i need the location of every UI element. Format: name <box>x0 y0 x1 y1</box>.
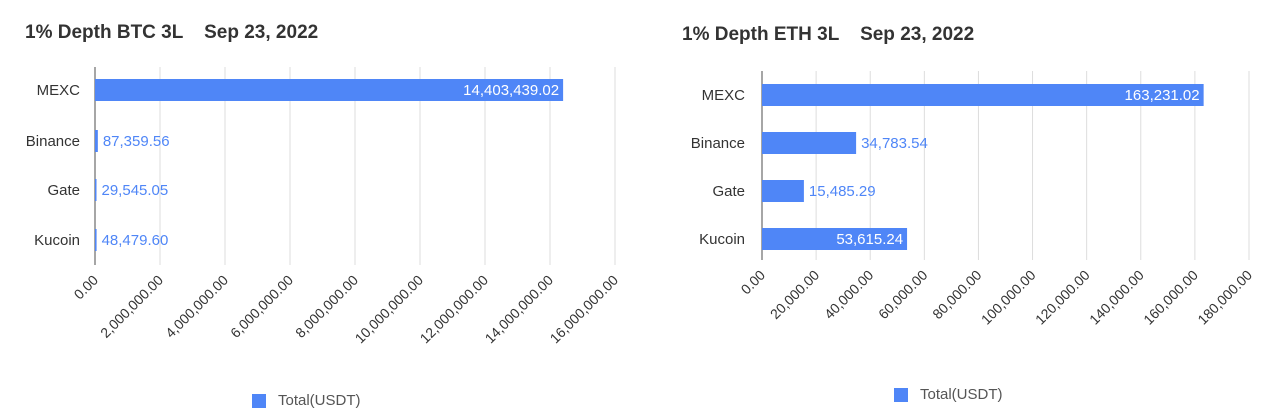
data-label: 163,231.02 <box>1125 87 1200 104</box>
category-label: Gate <box>712 183 745 200</box>
category-label: Kucoin <box>699 231 745 248</box>
bar <box>762 132 857 154</box>
bar <box>95 179 97 201</box>
x-tick-label: 140,000.00 <box>1086 267 1147 328</box>
data-label: 15,485.29 <box>809 183 876 200</box>
category-label: MEXC <box>37 82 81 99</box>
bar <box>95 130 98 152</box>
legend-label: Total(USDT) <box>278 392 361 409</box>
x-tick-label: 180,000.00 <box>1194 267 1255 328</box>
x-tick-label: 100,000.00 <box>978 267 1039 328</box>
x-tick-label: 60,000.00 <box>875 267 931 323</box>
legend-swatch-icon <box>252 393 266 408</box>
chart-title: 1% Depth ETH 3L Sep 23, 2022 <box>682 24 975 45</box>
data-label: 14,403,439.02 <box>463 82 559 99</box>
legend-swatch-icon <box>894 387 908 402</box>
x-tick-label: 40,000.00 <box>821 267 877 323</box>
bar <box>762 180 804 202</box>
chart-legend[interactable]: Total(USDT) <box>252 392 361 409</box>
legend-label: Total(USDT) <box>920 386 1003 403</box>
chart-panel-btc: 1% Depth BTC 3L Sep 23, 2022 0.00 2,000,0… <box>25 22 621 409</box>
bar <box>762 84 1204 106</box>
category-label: Kucoin <box>34 232 80 249</box>
data-label: 34,783.54 <box>861 135 928 152</box>
category-label: MEXC <box>702 87 746 104</box>
x-tick-label: 160,000.00 <box>1140 267 1201 328</box>
data-label: 87,359.56 <box>103 133 170 150</box>
category-label: Gate <box>47 182 80 199</box>
category-label: Binance <box>26 133 80 150</box>
data-label: 29,545.05 <box>102 182 169 199</box>
data-label: 48,479.60 <box>102 232 169 249</box>
chart-legend[interactable]: Total(USDT) <box>894 386 1003 403</box>
data-label: 53,615.24 <box>836 231 903 248</box>
x-tick-label: 0.00 <box>738 267 769 298</box>
x-tick-label: 20,000.00 <box>767 267 823 323</box>
bar <box>762 228 908 250</box>
bar-chart-btc: 0.002,000,000.004,000,000.006,000,000.00… <box>26 67 621 346</box>
chart-title: 1% Depth BTC 3L Sep 23, 2022 <box>25 22 319 43</box>
x-tick-label: 120,000.00 <box>1032 267 1093 328</box>
x-tick-label: 80,000.00 <box>929 267 985 323</box>
bar <box>95 79 564 101</box>
bar <box>95 229 97 251</box>
category-label: Binance <box>691 135 745 152</box>
